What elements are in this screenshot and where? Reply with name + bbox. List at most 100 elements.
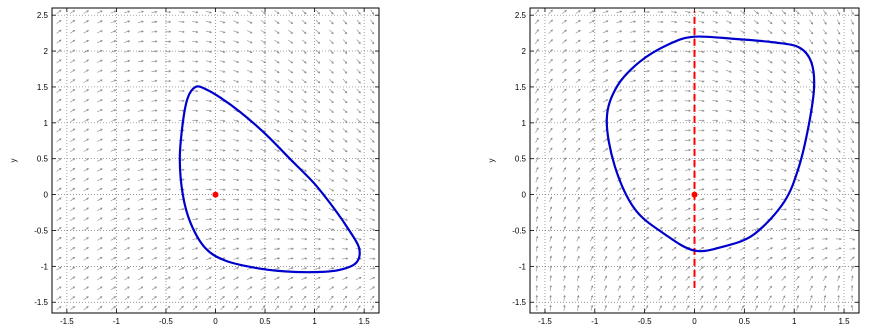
vector-arrow: [794, 247, 801, 251]
vector-arrow: [808, 138, 814, 143]
vector-arrow: [179, 305, 184, 311]
vector-arrow: [589, 157, 595, 163]
vector-arrow: [342, 207, 348, 211]
vector-arrow: [754, 305, 758, 311]
vector-arrow: [137, 257, 144, 261]
vector-arrow: [684, 40, 692, 44]
y-tick-label: 0.5: [515, 155, 527, 164]
vector-arrow: [97, 30, 103, 34]
vector-arrow: [56, 167, 62, 172]
vector-arrow: [821, 228, 828, 231]
vector-arrow: [767, 19, 773, 25]
vector-arrow: [329, 29, 334, 35]
vector-arrow: [753, 109, 760, 113]
vector-arrow: [657, 246, 663, 251]
vector-arrow: [110, 217, 117, 221]
vector-arrow: [314, 208, 321, 211]
vector-arrow: [151, 188, 158, 191]
vector-arrow: [246, 99, 253, 103]
vector-arrow: [850, 284, 854, 292]
vector-arrow: [575, 137, 581, 143]
vector-arrow: [809, 49, 814, 55]
vector-arrow: [836, 39, 841, 45]
vector-arrow: [548, 68, 553, 74]
vector-arrow: [563, 275, 566, 282]
vector-arrow: [246, 50, 253, 54]
vector-arrow: [671, 275, 677, 281]
vector-arrow: [562, 118, 567, 123]
vector-arrow: [753, 59, 760, 64]
vector-arrow: [712, 119, 719, 122]
vector-arrow: [165, 286, 171, 291]
vector-arrow: [192, 60, 199, 63]
vector-arrow: [590, 255, 594, 262]
vector-arrow: [576, 255, 580, 262]
vector-arrow: [617, 255, 622, 262]
vector-arrow: [795, 275, 800, 281]
vector-arrow: [246, 79, 253, 83]
vector-arrow: [301, 286, 307, 291]
vector-arrow: [534, 9, 540, 15]
vector-arrow: [712, 198, 719, 201]
vector-arrow: [369, 237, 376, 241]
vector-arrow: [151, 237, 158, 241]
vector-arrow: [70, 306, 76, 310]
vector-arrow: [630, 216, 636, 222]
vector-arrow: [671, 129, 678, 132]
vector-arrow: [370, 68, 375, 74]
vector-arrow: [165, 119, 172, 122]
vector-arrow: [288, 286, 294, 291]
vector-arrow: [535, 166, 539, 173]
vector-arrow: [658, 256, 663, 261]
vector-arrow: [137, 119, 144, 122]
vector-arrow: [356, 295, 361, 301]
vector-arrow: [83, 158, 89, 162]
vector-arrow: [233, 60, 240, 63]
y-axis-label: y: [487, 159, 496, 163]
vector-arrow: [548, 9, 553, 15]
vector-arrow: [151, 168, 158, 171]
vector-arrow: [97, 188, 103, 192]
vector-arrow: [671, 109, 678, 112]
vector-arrow: [301, 79, 307, 84]
vector-arrow: [314, 237, 322, 241]
vector-arrow: [83, 227, 89, 231]
vector-arrow: [151, 276, 158, 281]
vector-arrow: [808, 188, 815, 192]
vector-arrow: [83, 256, 89, 261]
y-tick-label: 1.5: [515, 83, 527, 92]
y-tick-label: -1.5: [512, 298, 526, 307]
vector-arrow: [699, 256, 705, 261]
vector-arrow: [97, 69, 103, 73]
vector-arrow: [753, 119, 760, 123]
vector-arrow: [342, 108, 348, 114]
vector-arrow: [329, 118, 334, 123]
vector-arrow: [206, 267, 212, 270]
vector-arrow: [548, 39, 553, 44]
vector-arrow: [219, 158, 226, 162]
x-tick-label: 0: [692, 317, 697, 326]
vector-arrow: [795, 295, 799, 301]
vector-arrow: [110, 178, 117, 182]
vector-arrow: [767, 188, 774, 191]
vector-arrow: [548, 58, 553, 64]
vector-arrow: [836, 118, 841, 124]
vector-arrow: [287, 99, 294, 103]
orbit-curve: [178, 85, 361, 274]
vector-arrow: [287, 118, 294, 123]
vector-arrow: [549, 294, 552, 301]
vector-arrow: [315, 178, 321, 182]
vector-arrow: [739, 99, 746, 103]
vector-arrow: [768, 305, 772, 311]
vector-arrow: [739, 178, 746, 182]
x-tick-label: -1: [113, 317, 121, 326]
vector-arrow: [685, 237, 691, 241]
vector-arrow: [850, 265, 854, 272]
vector-arrow: [206, 276, 212, 281]
x-tick-label: 1: [312, 317, 317, 326]
vector-arrow: [97, 20, 103, 24]
vector-arrow: [342, 295, 348, 301]
vector-arrow: [83, 178, 89, 182]
vector-arrow: [657, 207, 664, 212]
vector-arrow: [246, 247, 253, 250]
